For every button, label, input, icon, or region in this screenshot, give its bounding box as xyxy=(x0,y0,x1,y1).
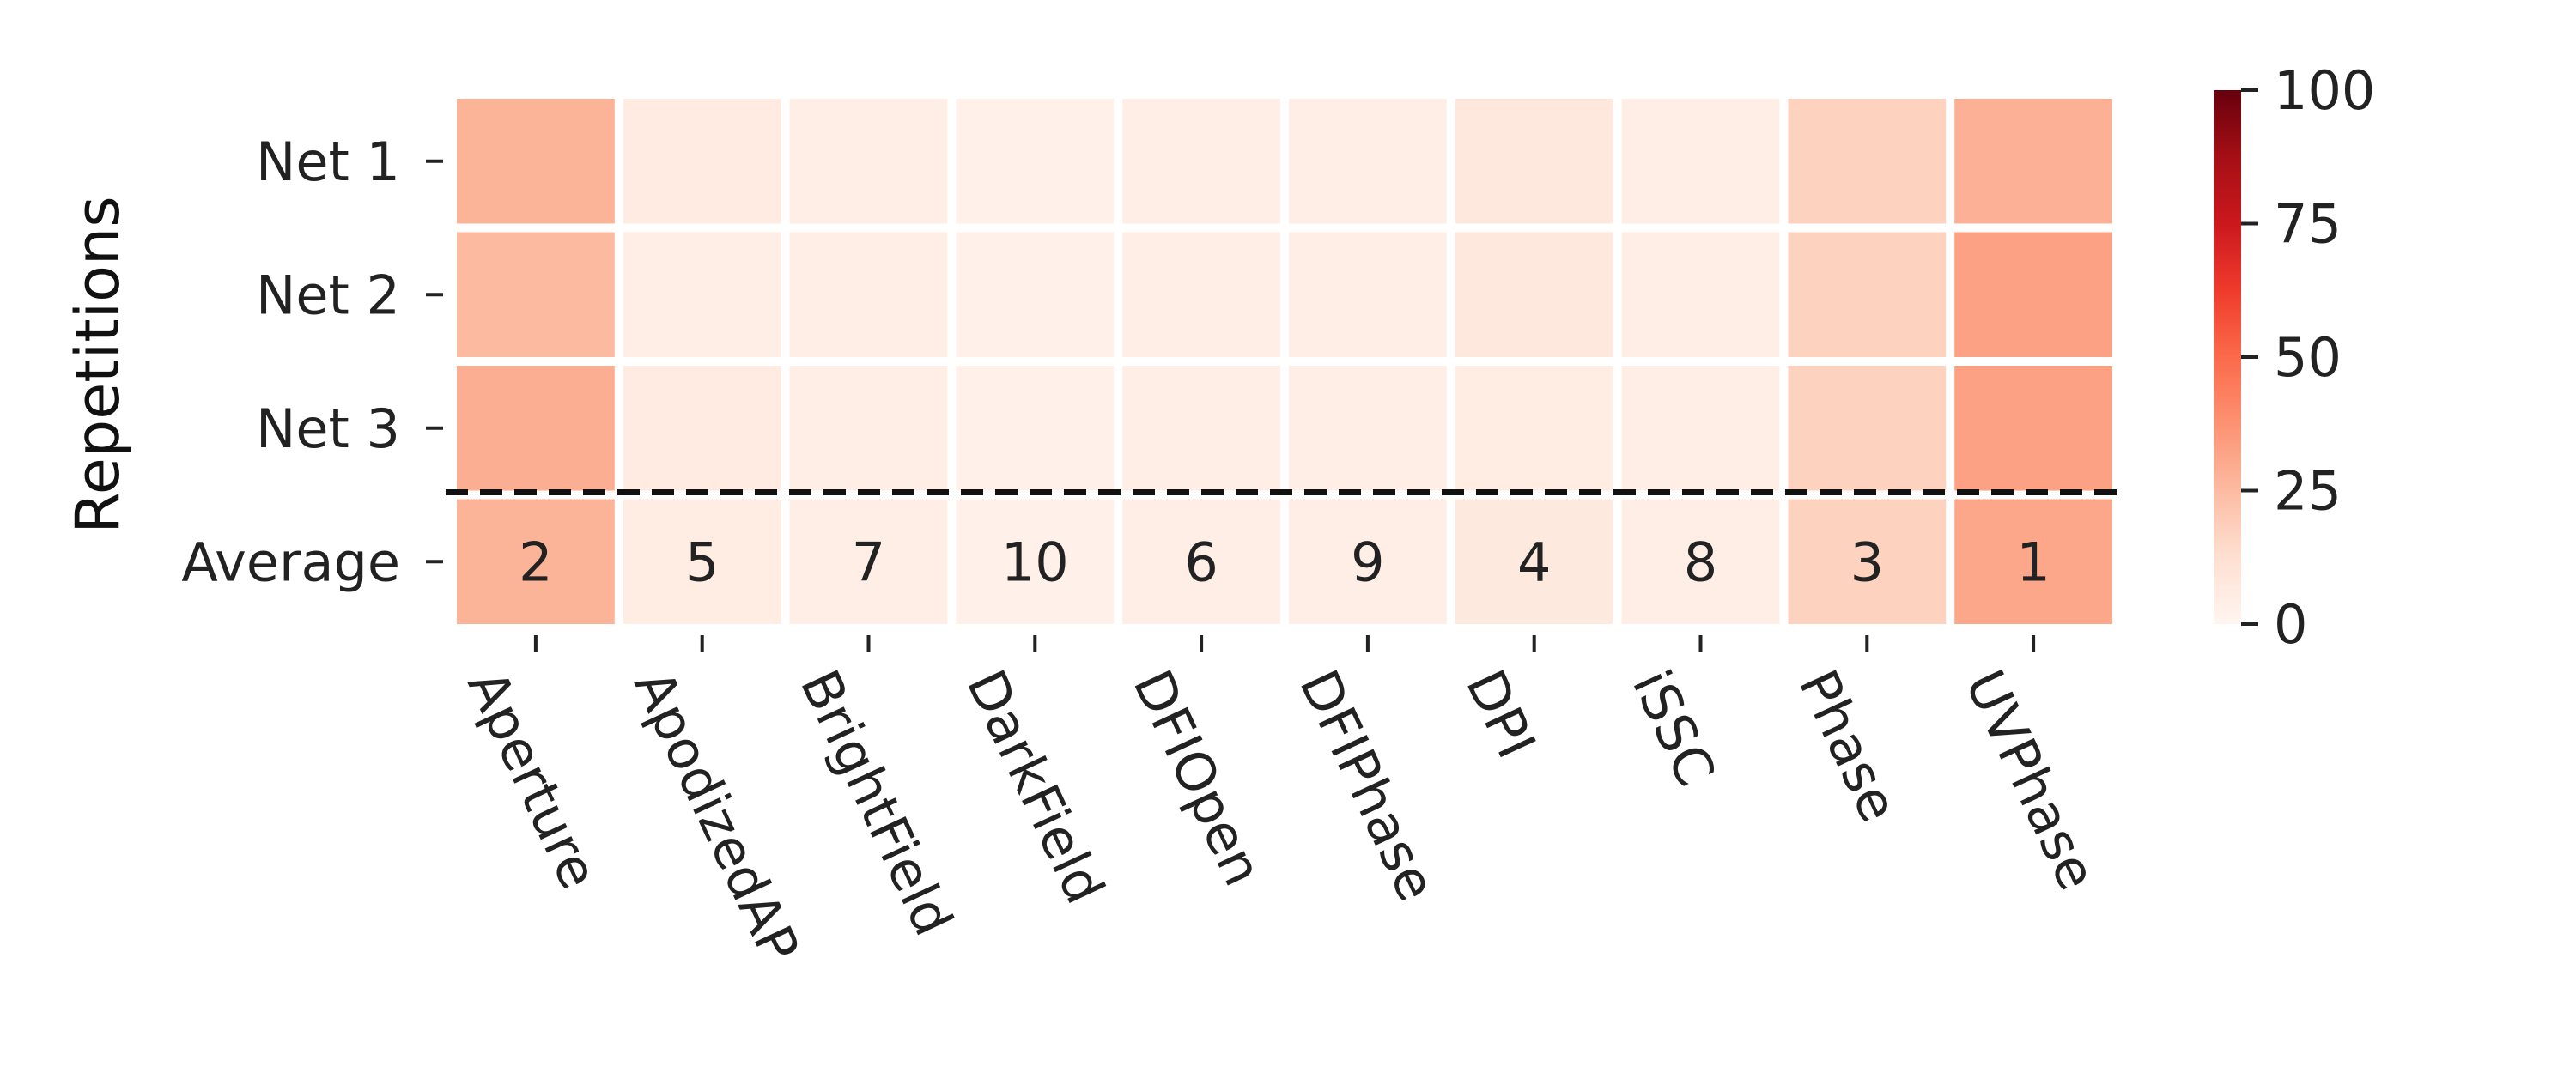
heatmap-cell xyxy=(1455,366,1613,491)
heatmap-cell xyxy=(1455,499,1613,624)
heatmap-cell xyxy=(623,499,781,624)
heatmap-cell xyxy=(789,99,948,224)
heatmap-cell xyxy=(1289,366,1447,491)
heatmap-cell xyxy=(1122,366,1280,491)
cell-annotation: 10 xyxy=(1001,530,1069,593)
cell-annotation: 8 xyxy=(1684,530,1717,593)
y-tick-label: Net 3 xyxy=(256,397,400,460)
cell-annotation: 6 xyxy=(1184,530,1218,593)
cell-annotation: 1 xyxy=(2016,530,2050,593)
heatmap-cell xyxy=(1621,366,1780,491)
heatmap-cell xyxy=(1122,99,1280,224)
cell-annotation: 9 xyxy=(1351,530,1384,593)
heatmap-cell xyxy=(457,499,615,624)
heatmap-cell xyxy=(1954,366,2112,491)
heatmap-cell xyxy=(956,99,1115,224)
heatmap-cell xyxy=(789,232,948,357)
heatmap-cell xyxy=(1954,499,2112,624)
heatmap-cell xyxy=(1621,99,1780,224)
heatmap-cell xyxy=(1122,232,1280,357)
heatmap-cell xyxy=(789,499,948,624)
cell-annotation: 3 xyxy=(1850,530,1884,593)
x-tick-label: Aperture xyxy=(455,660,611,898)
heatmap-cell xyxy=(1289,499,1447,624)
x-tick-label: DarkField xyxy=(955,660,1117,912)
colorbar-tick-label: 75 xyxy=(2274,193,2342,256)
heatmap-cell xyxy=(1954,232,2112,357)
x-tick-label: iSSC xyxy=(1620,660,1728,795)
cell-annotation: 7 xyxy=(852,530,885,593)
heatmap-cell xyxy=(1122,499,1280,624)
cell-annotation: 2 xyxy=(519,530,552,593)
heatmap-cell xyxy=(1455,232,1613,357)
y-axis-title: Repetitions xyxy=(63,196,133,534)
heatmap-cell xyxy=(457,366,615,491)
colorbar-tick-label: 100 xyxy=(2274,59,2375,122)
heatmap-cell xyxy=(1788,99,1947,224)
heatmap-cell xyxy=(956,232,1115,357)
heatmap-cells xyxy=(457,99,2112,624)
cell-annotation: 4 xyxy=(1517,530,1551,593)
cell-annotations: 2 5 7 10 6 9 4 8 3 1 xyxy=(519,530,2050,593)
colorbar-gradient xyxy=(2214,90,2241,624)
heatmap-cell xyxy=(1621,499,1780,624)
x-tick-label: DFIOpen xyxy=(1121,660,1275,894)
colorbar-tick-label: 50 xyxy=(2274,326,2342,389)
x-tick-label: DPI xyxy=(1454,660,1548,767)
heatmap-cell xyxy=(1455,99,1613,224)
heatmap-cell xyxy=(1621,232,1780,357)
heatmap-cell xyxy=(956,366,1115,491)
heatmap-cell xyxy=(1954,99,2112,224)
heatmap-cell xyxy=(623,99,781,224)
heatmap-cell xyxy=(956,499,1115,624)
heatmap-cell xyxy=(1788,366,1947,491)
x-tick-label: ApodizedAP xyxy=(622,660,811,972)
cell-annotation: 5 xyxy=(685,530,719,593)
heatmap-cell xyxy=(789,366,948,491)
y-tick-label: Net 1 xyxy=(256,130,400,193)
colorbar-tick-label: 0 xyxy=(2274,593,2307,656)
heatmap-cell xyxy=(623,366,781,491)
x-tick-label: UVPhase xyxy=(1953,660,2110,899)
heatmap-cell xyxy=(457,99,615,224)
heatmap-cell xyxy=(1289,99,1447,224)
y-axis: Net 1 Net 2 Net 3 Average xyxy=(181,130,443,593)
x-tick-label: BrightField xyxy=(788,660,965,944)
heatmap-cell xyxy=(457,232,615,357)
x-tick-label: Phase xyxy=(1787,660,1911,831)
heatmap-cell xyxy=(1788,499,1947,624)
y-tick-label: Average xyxy=(181,530,400,593)
heatmap-cell xyxy=(623,232,781,357)
colorbar-tick-label: 25 xyxy=(2274,460,2342,523)
heatmap-cell xyxy=(1788,232,1947,357)
colorbar: 0 25 50 75 100 xyxy=(2214,59,2375,656)
y-tick-label: Net 2 xyxy=(256,264,400,326)
heatmap-cell xyxy=(1289,232,1447,357)
x-tick-label: DFIPhase xyxy=(1287,660,1448,910)
